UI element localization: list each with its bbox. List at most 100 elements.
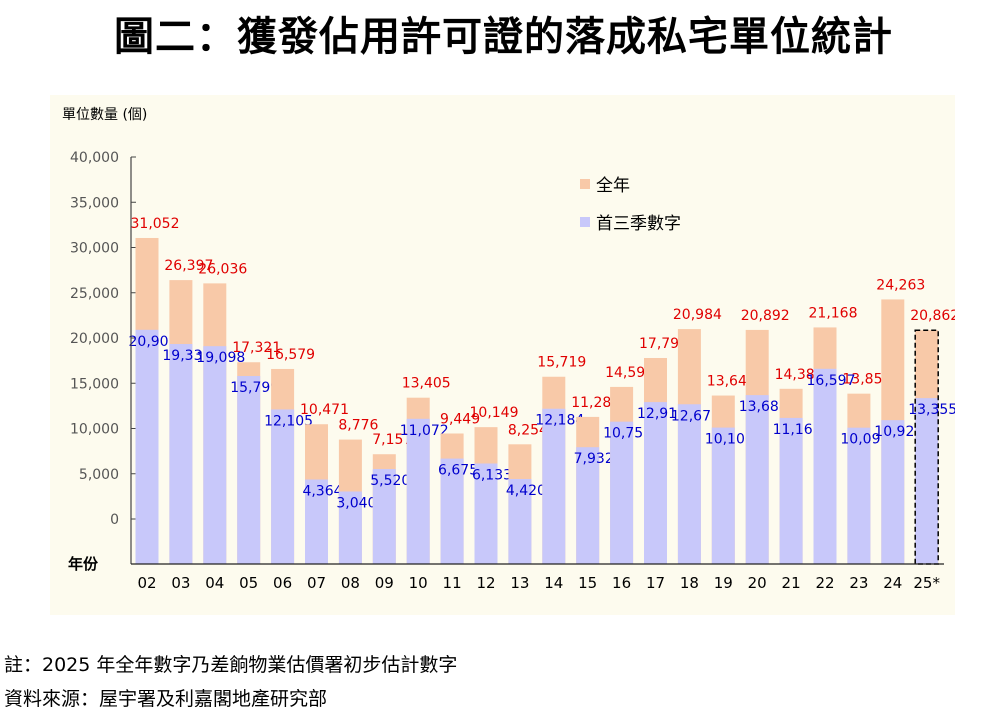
data-label-full-year: 26,397 [164, 258, 213, 274]
bar-first-three-quarters [135, 329, 159, 564]
y-axis-title: 單位數量 (個) [62, 107, 147, 123]
data-label-full-year: 9,449 [440, 411, 480, 427]
data-label-first-three-quarters: 19,098 [196, 350, 245, 366]
data-label-first-three-quarters: 10,100 [705, 432, 754, 448]
data-label-full-year: 21,168 [809, 305, 858, 321]
x-tick-label: 20 [748, 574, 767, 592]
bar-first-three-quarters [440, 458, 464, 564]
data-label-first-three-quarters: 10,923 [874, 424, 923, 440]
x-tick-label: 17 [646, 574, 665, 592]
bar-first-three-quarters [237, 376, 261, 564]
data-label-full-year: 20,984 [673, 307, 722, 323]
data-label-full-year: 24,263 [876, 277, 925, 293]
bar-first-three-quarters [576, 447, 600, 564]
data-label-first-three-quarters: 12,184 [535, 413, 584, 429]
data-label-first-three-quarters: 6,675 [438, 463, 478, 479]
data-label-full-year: 13,851 [842, 372, 891, 388]
bar-first-three-quarters [338, 491, 362, 564]
x-tick-label: 22 [815, 574, 834, 592]
y-tick-label: 15,000 [70, 376, 119, 392]
bar-first-three-quarters [915, 398, 939, 564]
x-tick-label: 03 [171, 574, 190, 592]
bar-first-three-quarters [745, 395, 769, 564]
bar-first-three-quarters [203, 346, 227, 564]
source-note: 資料來源：屋宇署及利嘉閣地產研究部 [4, 688, 328, 710]
data-label-first-three-quarters: 10,090 [840, 432, 889, 448]
x-tick-label: 09 [375, 574, 394, 592]
data-label-first-three-quarters: 11,072 [400, 423, 449, 439]
x-tick-label: 13 [510, 574, 529, 592]
data-label-full-year: 8,776 [338, 418, 378, 434]
x-tick-label: 08 [341, 574, 360, 592]
bar-first-three-quarters [372, 469, 396, 564]
data-label-first-three-quarters: 11,169 [773, 422, 822, 438]
data-label-first-three-quarters: 20,907 [129, 334, 178, 350]
data-label-full-year: 14,387 [775, 367, 824, 383]
data-label-first-three-quarters: 13,355 [908, 402, 955, 418]
y-tick-label: 30,000 [70, 241, 119, 257]
data-label-full-year: 16,579 [266, 347, 315, 363]
footnote: 註：2025 年全年數字乃差餉物業估價署初步估計數字 [4, 654, 458, 676]
bar-first-three-quarters [677, 404, 701, 564]
y-tick-label: 40,000 [70, 150, 119, 166]
x-tick-label: 25* [913, 574, 940, 592]
bar-first-three-quarters [610, 421, 634, 564]
x-tick-label: 07 [307, 574, 326, 592]
bar-first-three-quarters [847, 427, 871, 564]
data-label-full-year: 11,280 [571, 395, 620, 411]
data-label-first-three-quarters: 13,688 [739, 399, 788, 415]
bar-first-three-quarters [711, 427, 735, 564]
x-tick-label: 19 [714, 574, 733, 592]
y-tick-label: 20,000 [70, 331, 119, 347]
x-tick-label: 11 [443, 574, 462, 592]
bar-first-three-quarters [271, 409, 295, 564]
legend-label-first-three-quarters: 首三季數字 [596, 214, 681, 234]
legend-swatch-first-three-quarters [580, 217, 590, 227]
x-tick-label: 15 [578, 574, 597, 592]
data-label-full-year: 13,405 [402, 376, 451, 392]
x-tick-label: 21 [782, 574, 801, 592]
bar-chart: 單位數量 (個) 年份 40,000 35,000 30,000 25,000 20,000… [62, 107, 955, 592]
data-label-first-three-quarters: 12,917 [637, 406, 686, 422]
legend-label-full-year: 全年 [596, 176, 630, 196]
bar-first-three-quarters [169, 344, 193, 564]
data-label-first-three-quarters: 12,677 [671, 408, 720, 424]
legend-swatch-full-year [580, 179, 590, 189]
data-label-first-three-quarters: 4,364 [302, 484, 342, 500]
data-label-full-year: 10,471 [300, 402, 349, 418]
bar-first-three-quarters [881, 420, 905, 564]
y-tick-label: 10,000 [70, 422, 119, 438]
data-label-full-year: 10,149 [470, 405, 519, 421]
data-label-first-three-quarters: 15,799 [230, 380, 279, 396]
bar-first-three-quarters [508, 478, 532, 564]
bar-first-three-quarters [305, 479, 328, 564]
bar-first-three-quarters [813, 368, 837, 564]
data-label-full-year: 20,862 [910, 308, 955, 324]
data-label-full-year: 7,157 [372, 432, 412, 448]
y-tick-label: 25,000 [70, 286, 119, 302]
data-label-full-year: 20,892 [741, 308, 790, 324]
x-tick-label: 18 [680, 574, 699, 592]
data-label-first-three-quarters: 4,420 [506, 483, 546, 499]
data-label-first-three-quarters: 6,133 [472, 467, 512, 483]
bar-first-three-quarters [542, 408, 566, 564]
x-tick-label: 06 [273, 574, 292, 592]
chart-panel: 單位數量 (個) 年份 40,000 35,000 30,000 25,000 20,000… [50, 95, 955, 615]
y-tick-label: 0 [110, 512, 119, 528]
y-tick-label: 5,000 [79, 467, 119, 483]
x-tick-label: 14 [544, 574, 563, 592]
data-label-first-three-quarters: 5,520 [370, 473, 410, 489]
bar-first-three-quarters [474, 463, 498, 564]
x-tick-label: 04 [205, 574, 224, 592]
data-label-full-year: 15,719 [537, 355, 586, 371]
bar-first-three-quarters [406, 418, 430, 564]
chart-title: 圖二：獲發佔用許可證的落成私宅單位統計 [114, 14, 893, 60]
data-label-first-three-quarters: 3,040 [336, 495, 376, 511]
data-label-full-year: 13,641 [707, 374, 756, 390]
data-label-full-year: 14,594 [605, 365, 654, 381]
data-label-full-year: 17,791 [639, 336, 688, 352]
data-label-full-year: 26,036 [198, 261, 247, 277]
data-label-first-three-quarters: 12,105 [264, 413, 313, 429]
data-label-first-three-quarters: 16,597 [807, 373, 856, 389]
x-tick-label: 02 [137, 574, 156, 592]
